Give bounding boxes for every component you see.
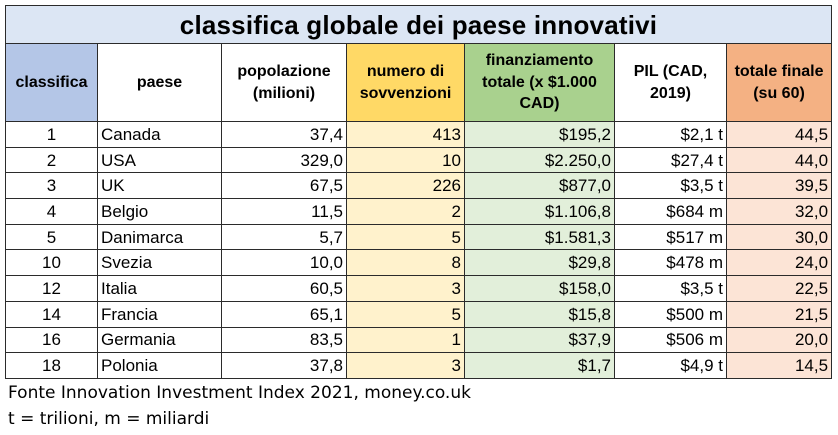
cell-total: 20,0 (725, 326, 833, 354)
ranking-table: classifica globale dei paese innovativi … (4, 5, 833, 379)
cell-country: Svezia (97, 249, 222, 277)
cell-funding: $2.250,0 (464, 146, 615, 174)
cell-total: 14,5 (725, 352, 833, 379)
cell-country: Germania (97, 326, 222, 354)
header-population: popolazione (milioni) (221, 43, 347, 122)
table-row: 2 USA 329,0 10 $2.250,0 $27,4 t 44,0 (5, 146, 833, 174)
cell-funding: $195,2 (464, 121, 615, 148)
cell-total: 44,0 (725, 146, 833, 174)
cell-total: 44,5 (725, 121, 833, 148)
table-row: 3 UK 67,5 226 $877,0 $3,5 t 39,5 (5, 172, 833, 200)
cell-total: 22,5 (725, 275, 833, 302)
source-note: Fonte Innovation Investment Index 2021, … (8, 383, 471, 403)
cell-gdp: $478 m (614, 249, 727, 277)
cell-country: Francia (97, 300, 222, 328)
header-gdp: PIL (CAD, 2019) (614, 43, 727, 122)
cell-funding: $15,8 (464, 300, 615, 328)
header-total: totale finale (su 60) (725, 43, 833, 122)
cell-grants: 1 (346, 326, 465, 354)
cell-total: 24,0 (725, 249, 833, 277)
cell-population: 37,8 (221, 352, 347, 379)
cell-rank: 5 (5, 223, 98, 251)
header-country: paese (97, 43, 222, 122)
cell-grants: 413 (346, 121, 465, 148)
cell-population: 37,4 (221, 121, 347, 148)
cell-gdp: $27,4 t (614, 146, 727, 174)
cell-funding: $29,8 (464, 249, 615, 277)
cell-rank: 4 (5, 198, 98, 225)
cell-rank: 14 (5, 300, 98, 328)
cell-total: 30,0 (725, 223, 833, 251)
cell-total: 21,5 (725, 300, 833, 328)
cell-rank: 18 (5, 352, 98, 379)
cell-gdp: $684 m (614, 198, 727, 225)
table-row: 1 Canada 37,4 413 $195,2 $2,1 t 44,5 (5, 121, 833, 148)
table-title: classifica globale dei paese innovativi (4, 5, 833, 44)
cell-country: Danimarca (97, 223, 222, 251)
cell-funding: $1.581,3 (464, 223, 615, 251)
cell-country: Canada (97, 121, 222, 148)
cell-total: 39,5 (725, 172, 833, 200)
cell-grants: 10 (346, 146, 465, 174)
cell-funding: $37,9 (464, 326, 615, 354)
cell-funding: $877,0 (464, 172, 615, 200)
cell-grants: 5 (346, 223, 465, 251)
cell-gdp: $2,1 t (614, 121, 727, 148)
header-rank: classifica (5, 43, 98, 122)
cell-rank: 1 (5, 121, 98, 148)
cell-population: 60,5 (221, 275, 347, 302)
cell-country: USA (97, 146, 222, 174)
cell-gdp: $3,5 t (614, 172, 727, 200)
table-row: 12 Italia 60,5 3 $158,0 $3,5 t 22,5 (5, 275, 833, 302)
cell-population: 10,0 (221, 249, 347, 277)
cell-population: 5,7 (221, 223, 347, 251)
cell-total: 32,0 (725, 198, 833, 225)
header-grants: numero di sovvenzioni (346, 43, 465, 122)
cell-gdp: $3,5 t (614, 275, 727, 302)
cell-country: Belgio (97, 198, 222, 225)
cell-grants: 3 (346, 275, 465, 302)
cell-country: UK (97, 172, 222, 200)
table-row: 4 Belgio 11,5 2 $1.106,8 $684 m 32,0 (5, 198, 833, 225)
cell-population: 65,1 (221, 300, 347, 328)
cell-grants: 226 (346, 172, 465, 200)
cell-population: 67,5 (221, 172, 347, 200)
cell-population: 329,0 (221, 146, 347, 174)
cell-rank: 12 (5, 275, 98, 302)
cell-funding: $1,7 (464, 352, 615, 379)
cell-rank: 3 (5, 172, 98, 200)
cell-country: Italia (97, 275, 222, 302)
cell-grants: 5 (346, 300, 465, 328)
cell-gdp: $500 m (614, 300, 727, 328)
table-row: 10 Svezia 10,0 8 $29,8 $478 m 24,0 (5, 249, 833, 277)
table-row: 18 Polonia 37,8 3 $1,7 $4,9 t 14,5 (5, 352, 833, 379)
cell-population: 83,5 (221, 326, 347, 354)
cell-grants: 3 (346, 352, 465, 379)
cell-rank: 16 (5, 326, 98, 354)
cell-funding: $158,0 (464, 275, 615, 302)
cell-rank: 2 (5, 146, 98, 174)
cell-grants: 2 (346, 198, 465, 225)
cell-population: 11,5 (221, 198, 347, 225)
table-row: 14 Francia 65,1 5 $15,8 $500 m 21,5 (5, 300, 833, 328)
cell-rank: 10 (5, 249, 98, 277)
table-row: 16 Germania 83,5 1 $37,9 $506 m 20,0 (5, 326, 833, 354)
cell-gdp: $517 m (614, 223, 727, 251)
header-funding: finanziamento totale (x $1.000 CAD) (464, 43, 615, 122)
units-legend: t = trilioni, m = miliardi (8, 409, 210, 429)
table-row: 5 Danimarca 5,7 5 $1.581,3 $517 m 30,0 (5, 223, 833, 251)
cell-country: Polonia (97, 352, 222, 379)
cell-funding: $1.106,8 (464, 198, 615, 225)
cell-gdp: $506 m (614, 326, 727, 354)
cell-grants: 8 (346, 249, 465, 277)
cell-gdp: $4,9 t (614, 352, 727, 379)
header-row: classifica paese popolazione (milioni) n… (5, 43, 833, 122)
